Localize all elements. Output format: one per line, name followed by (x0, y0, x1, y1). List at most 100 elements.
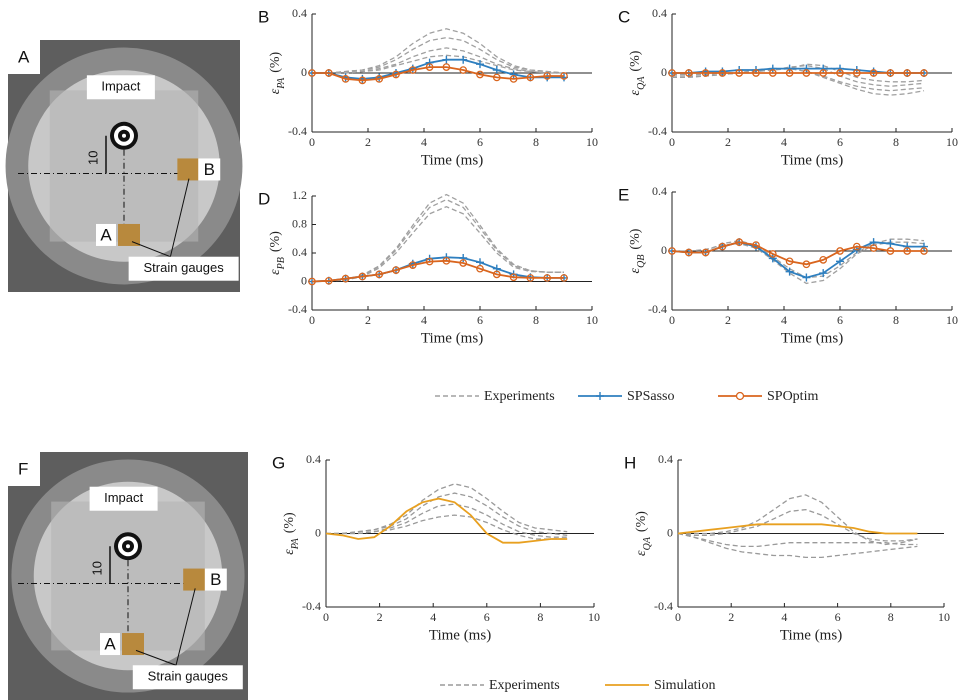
point (869, 244, 878, 252)
point (920, 247, 928, 255)
panel-label: E (618, 185, 629, 204)
x-axis-label: Time (ms) (780, 627, 842, 643)
x-tick-label: 8 (893, 135, 899, 149)
x-tick-label: 10 (586, 313, 598, 327)
y-tick-label: -0.4 (288, 124, 307, 138)
point (442, 63, 451, 71)
point (668, 69, 676, 77)
y-tick-label: -0.4 (302, 599, 321, 613)
gauge-a-box (96, 223, 116, 246)
point (341, 274, 350, 283)
point (836, 64, 844, 73)
point (768, 69, 777, 77)
gauge-b-box (204, 568, 227, 591)
y-axis-label: εPA (%) (268, 51, 287, 94)
series-line (672, 67, 925, 92)
point (492, 270, 501, 279)
point (392, 266, 400, 274)
impact-box (86, 75, 155, 100)
point (459, 55, 468, 64)
x-axis-label: Time (ms) (421, 330, 483, 346)
point (509, 70, 518, 79)
y-tick-label: 0.4 (652, 6, 667, 20)
gauge (118, 223, 140, 246)
point (920, 69, 928, 77)
x-tick-label: 10 (946, 135, 958, 149)
y-label-unit: (%) (634, 511, 649, 532)
y-tick-label: 0.4 (306, 452, 321, 466)
x-tick-label: 4 (781, 610, 787, 624)
point (802, 69, 811, 77)
x-tick-label: 10 (938, 610, 950, 624)
point (476, 60, 484, 69)
y-tick-label: 0.4 (292, 245, 307, 259)
series-line (671, 241, 924, 279)
photo: F Impact 10 B A Strain gauges (8, 452, 248, 700)
x-tick-label: 8 (533, 135, 539, 149)
point (560, 72, 568, 80)
point (903, 247, 912, 255)
legend-label: SPOptim (767, 389, 818, 404)
legend-marker (735, 391, 745, 401)
point (668, 247, 676, 255)
point (785, 257, 794, 266)
point (526, 73, 535, 82)
point (442, 55, 451, 64)
x-axis-label: Time (ms) (781, 152, 843, 168)
panel-label: H (624, 453, 636, 472)
x-tick-label: 6 (837, 135, 843, 149)
gauges-box (128, 256, 239, 281)
series-line (677, 532, 918, 559)
panel-label: A (18, 47, 30, 66)
gauges-label: Strain gauges (148, 669, 229, 684)
y-label-symbol: ε (628, 89, 643, 95)
point (920, 242, 928, 251)
panel-box (8, 452, 40, 486)
point (476, 264, 484, 273)
point (543, 274, 552, 282)
y-axis-label: εQA (%) (634, 511, 653, 556)
y-tick-label: 0 (667, 525, 673, 539)
x-tick-label: 2 (365, 313, 371, 327)
point (341, 75, 350, 83)
gauge-b-label: B (204, 160, 215, 179)
y-tick-label: 0 (315, 525, 321, 539)
x-tick-label: 8 (533, 313, 539, 327)
y-tick-label: 0 (661, 65, 667, 79)
series-line (326, 492, 568, 536)
series-line (325, 497, 568, 544)
y-tick-label: 0.4 (652, 184, 667, 198)
series-line (677, 523, 918, 535)
y-label-subscript: QA (636, 76, 647, 90)
y-tick-label: -0.4 (648, 124, 667, 138)
point (768, 64, 777, 73)
x-tick-label: 10 (588, 610, 600, 624)
point (819, 69, 828, 77)
point (509, 273, 518, 282)
point (358, 76, 367, 85)
x-tick-label: 4 (781, 313, 787, 327)
x-tick-label: 2 (377, 610, 383, 624)
y-label-unit: (%) (628, 228, 643, 249)
impact-label: Impact (104, 490, 143, 505)
impact-box (89, 486, 158, 511)
x-tick-label: 0 (675, 610, 681, 624)
y-label-symbol: ε (282, 549, 297, 555)
point (836, 247, 844, 255)
point (852, 69, 861, 77)
point (375, 270, 384, 279)
dim-label: 10 (85, 151, 100, 165)
point (308, 277, 316, 286)
y-tick-label: 1.2 (292, 188, 307, 202)
series-line (677, 508, 918, 542)
legend-label: SPSasso (627, 389, 674, 404)
point (308, 69, 316, 77)
point (684, 69, 693, 77)
point (324, 276, 333, 285)
y-label-subscript: QA (642, 536, 653, 550)
